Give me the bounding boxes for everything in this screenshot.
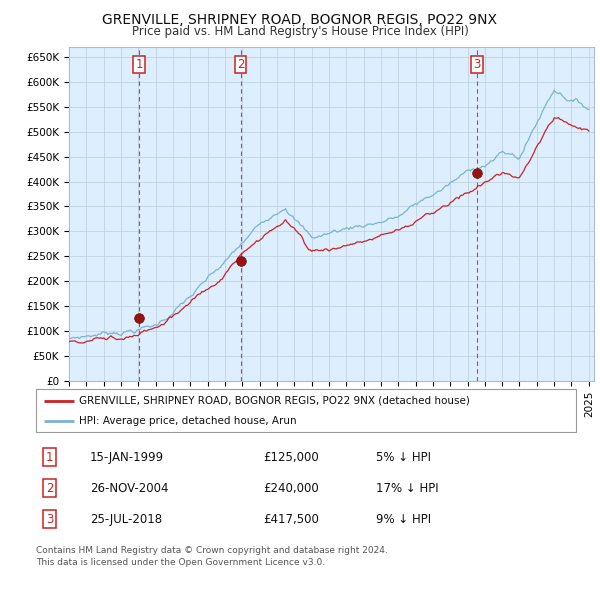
- Text: 1: 1: [46, 451, 53, 464]
- Text: 15-JAN-1999: 15-JAN-1999: [90, 451, 164, 464]
- Text: 9% ↓ HPI: 9% ↓ HPI: [376, 513, 431, 526]
- Text: 25-JUL-2018: 25-JUL-2018: [90, 513, 162, 526]
- Text: 2: 2: [46, 481, 53, 495]
- FancyBboxPatch shape: [36, 389, 576, 432]
- Text: 26-NOV-2004: 26-NOV-2004: [90, 481, 169, 495]
- Text: 2: 2: [237, 58, 244, 71]
- Text: HPI: Average price, detached house, Arun: HPI: Average price, detached house, Arun: [79, 417, 297, 426]
- Text: £417,500: £417,500: [263, 513, 319, 526]
- Text: 17% ↓ HPI: 17% ↓ HPI: [376, 481, 439, 495]
- Text: 3: 3: [46, 513, 53, 526]
- Text: GRENVILLE, SHRIPNEY ROAD, BOGNOR REGIS, PO22 9NX (detached house): GRENVILLE, SHRIPNEY ROAD, BOGNOR REGIS, …: [79, 396, 470, 406]
- Text: 5% ↓ HPI: 5% ↓ HPI: [376, 451, 431, 464]
- Text: £240,000: £240,000: [263, 481, 319, 495]
- Text: £125,000: £125,000: [263, 451, 319, 464]
- Text: 3: 3: [473, 58, 481, 71]
- Text: GRENVILLE, SHRIPNEY ROAD, BOGNOR REGIS, PO22 9NX: GRENVILLE, SHRIPNEY ROAD, BOGNOR REGIS, …: [103, 13, 497, 27]
- Text: 1: 1: [135, 58, 143, 71]
- Text: Price paid vs. HM Land Registry's House Price Index (HPI): Price paid vs. HM Land Registry's House …: [131, 25, 469, 38]
- Text: Contains HM Land Registry data © Crown copyright and database right 2024.
This d: Contains HM Land Registry data © Crown c…: [36, 546, 388, 566]
